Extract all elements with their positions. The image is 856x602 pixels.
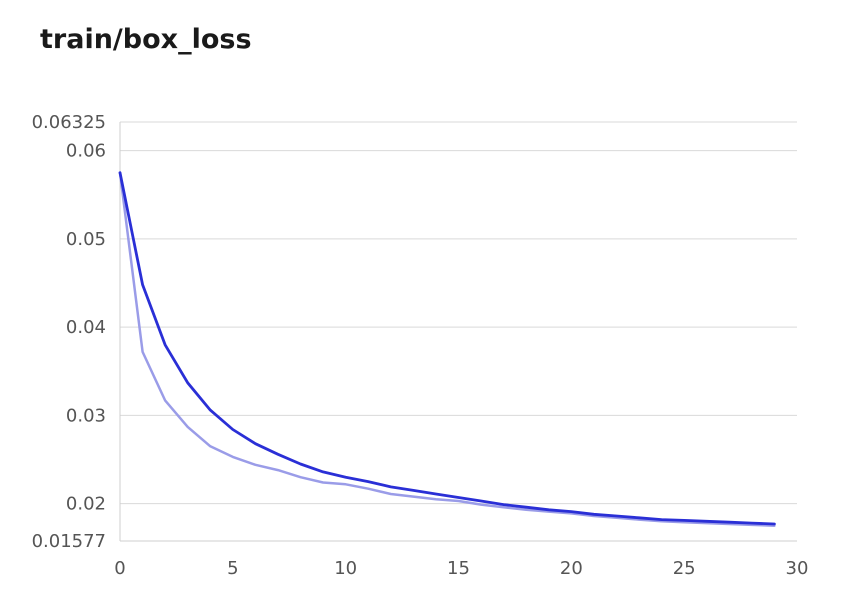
x-tick-label: 25: [673, 558, 696, 579]
axes: [119, 122, 797, 542]
x-tick-label: 0: [114, 558, 125, 579]
y-tick-label: 0.01577: [32, 531, 106, 552]
y-tick-labels: 0.06325 0.06 0.05 0.04 0.03 0.02 0.01577: [32, 112, 106, 552]
x-tick-label: 20: [560, 558, 583, 579]
series-lines: [118, 171, 776, 527]
x-tick-label: 30: [786, 558, 809, 579]
y-tick-label: 0.04: [66, 317, 106, 338]
x-tick-labels: 0 5 10 15 20 25 30: [114, 558, 808, 579]
series-line-1: [118, 171, 776, 527]
y-tick-label: 0.02: [66, 494, 106, 515]
x-tick-label: 10: [334, 558, 357, 579]
series-line-2: [118, 171, 776, 526]
chart-title: train/box_loss: [40, 24, 252, 55]
y-tick-label: 0.06325: [32, 112, 106, 133]
gridlines: [120, 121, 797, 542]
x-tick-label: 15: [447, 558, 470, 579]
y-tick-label: 0.05: [66, 229, 106, 250]
y-tick-label: 0.06: [66, 141, 106, 162]
x-tick-label: 5: [227, 558, 238, 579]
y-tick-label: 0.03: [66, 405, 106, 426]
